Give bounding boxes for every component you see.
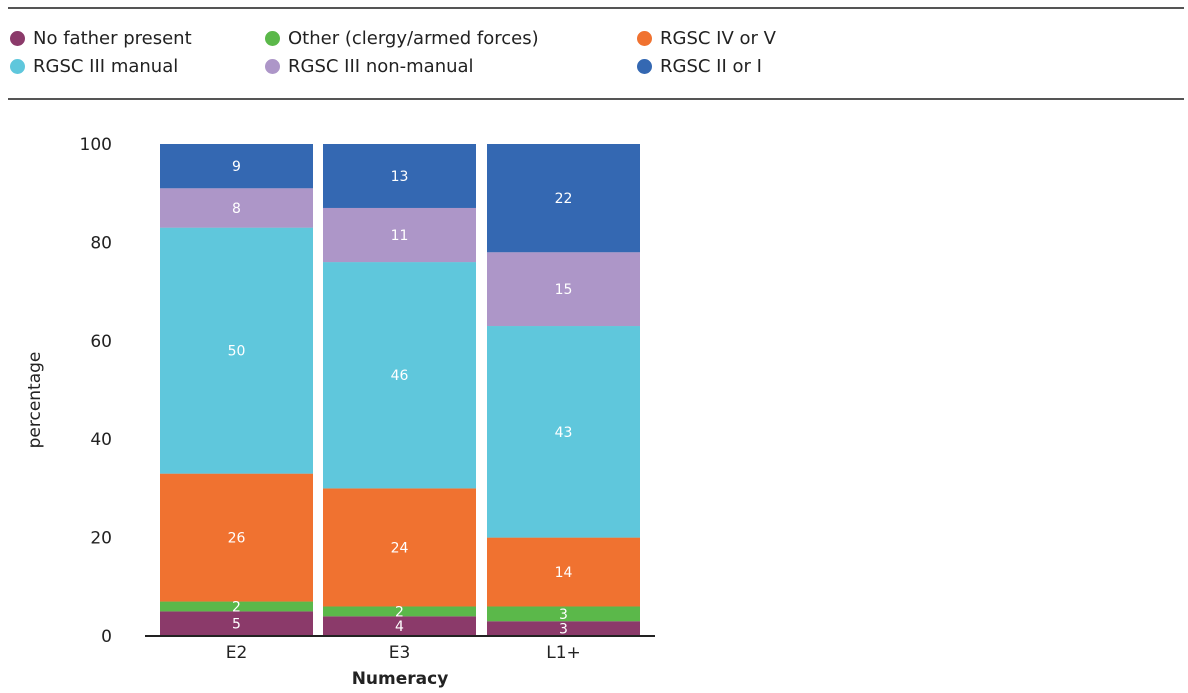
data-label: 8 bbox=[232, 201, 241, 217]
data-label: 4 bbox=[395, 619, 404, 635]
axis-layer: 0 20 40 60 80 100 E2 E3 L1+ bbox=[80, 135, 655, 663]
bar-segment bbox=[487, 326, 640, 538]
x-tick-label: L1+ bbox=[546, 643, 581, 663]
legend-item-rgsc-iv-or-v: RGSC IV or V bbox=[637, 28, 776, 49]
legend-item-rgsc-iii-non-manual: RGSC III non-manual bbox=[265, 56, 474, 77]
legend-swatch bbox=[637, 59, 652, 74]
legend-label: Other (clergy/armed forces) bbox=[288, 28, 539, 49]
y-tick-label: 80 bbox=[90, 233, 112, 253]
data-label: 50 bbox=[228, 344, 246, 360]
legend-item-other: Other (clergy/armed forces) bbox=[265, 28, 539, 49]
top-rule bbox=[8, 7, 1184, 9]
bar-segment bbox=[160, 144, 313, 189]
bar-segment bbox=[160, 611, 313, 636]
legend-label: RGSC III non-manual bbox=[288, 56, 474, 77]
data-label: 46 bbox=[391, 368, 409, 384]
data-label: 24 bbox=[391, 540, 409, 556]
legend-label: RGSC IV or V bbox=[660, 28, 776, 49]
legend-swatch bbox=[637, 31, 652, 46]
bar-segment bbox=[487, 537, 640, 607]
y-tick-label: 100 bbox=[80, 135, 112, 155]
bar-layer bbox=[160, 144, 640, 636]
legend-bottom-rule bbox=[8, 98, 1184, 100]
bar-segment bbox=[487, 144, 640, 253]
legend-swatch bbox=[10, 31, 25, 46]
data-label: 3 bbox=[559, 622, 568, 638]
bar-segment bbox=[323, 207, 476, 263]
data-label: 3 bbox=[559, 607, 568, 623]
legend-label: RGSC III manual bbox=[33, 56, 179, 77]
x-axis-title: Numeracy bbox=[352, 669, 449, 689]
bar-segment bbox=[323, 144, 476, 208]
bar-segment bbox=[323, 606, 476, 617]
x-tick-label: E3 bbox=[389, 643, 411, 663]
data-label: 11 bbox=[391, 228, 409, 244]
data-label: 43 bbox=[555, 425, 573, 441]
legend-swatch bbox=[265, 59, 280, 74]
y-tick-label: 20 bbox=[90, 529, 112, 549]
x-tick-label: E2 bbox=[226, 643, 248, 663]
legend-swatch bbox=[265, 31, 280, 46]
legend-label: No father present bbox=[33, 28, 192, 49]
data-label: 2 bbox=[395, 604, 404, 620]
y-tick-label: 0 bbox=[101, 627, 112, 647]
legend-swatch bbox=[10, 59, 25, 74]
bar-segment bbox=[323, 262, 476, 489]
data-label: 2 bbox=[232, 599, 241, 615]
legend-label: RGSC II or I bbox=[660, 56, 762, 77]
data-label: 13 bbox=[391, 169, 409, 185]
data-label: 26 bbox=[228, 531, 246, 547]
bar-segment bbox=[323, 488, 476, 607]
data-label: 5 bbox=[232, 617, 241, 633]
data-label: 14 bbox=[555, 565, 573, 581]
data-label: 9 bbox=[232, 159, 241, 175]
bar-segment bbox=[487, 252, 640, 327]
legend-item-rgsc-ii-or-i: RGSC II or I bbox=[637, 56, 762, 77]
data-label: 15 bbox=[555, 282, 573, 298]
legend-item-no-father-present: No father present bbox=[10, 28, 192, 49]
legend-item-rgsc-iii-manual: RGSC III manual bbox=[10, 56, 178, 77]
bar-segment bbox=[487, 621, 640, 636]
bar-segment bbox=[160, 227, 313, 474]
bar-segment bbox=[487, 606, 640, 622]
bar-segment bbox=[323, 616, 476, 636]
y-axis-title: percentage bbox=[25, 352, 45, 449]
bar-segment bbox=[160, 473, 313, 602]
legend: No father present Other (clergy/armed fo… bbox=[10, 28, 910, 88]
bar-segment bbox=[160, 188, 313, 228]
y-tick-label: 40 bbox=[90, 430, 112, 450]
bar-segment bbox=[160, 601, 313, 612]
y-tick-label: 60 bbox=[90, 332, 112, 352]
data-label: 22 bbox=[555, 191, 573, 207]
